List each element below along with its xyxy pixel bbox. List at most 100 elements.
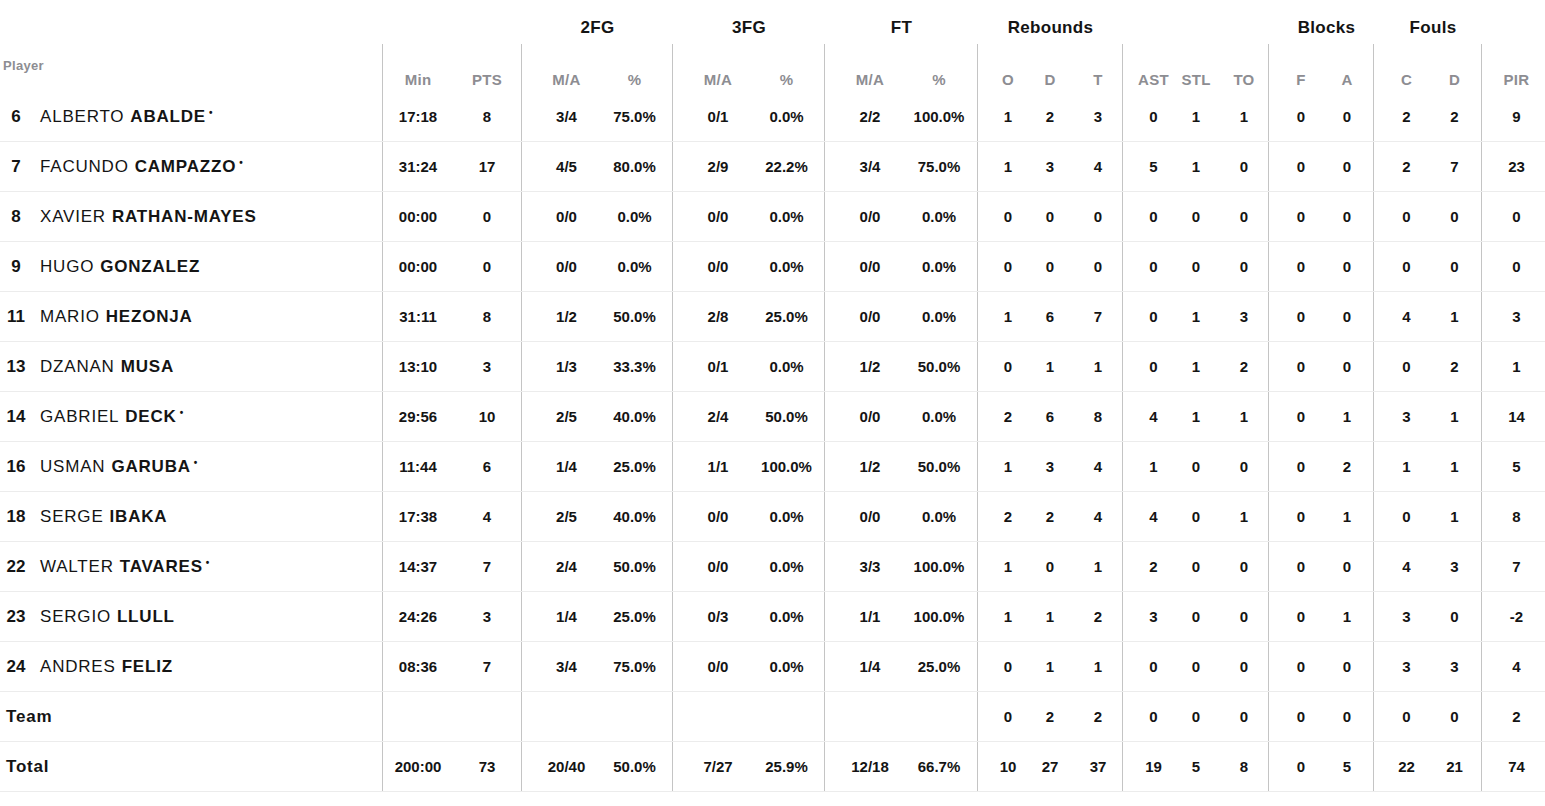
player-cell[interactable]: 7 FACUNDO CAMPAZZO • [0, 142, 383, 191]
player-last-name: MUSA [121, 357, 174, 377]
stat-reb-def: 0 [1026, 192, 1074, 241]
player-cell: Team [0, 692, 383, 741]
stat-fouls-drawn: 21 [1428, 742, 1482, 791]
stat-reb-total: 0 [1074, 242, 1123, 291]
player-first-name: USMAN [40, 457, 105, 477]
stat-2fg-pct: 40.0% [597, 392, 673, 441]
stat-reb-total: 1 [1074, 642, 1123, 691]
stat-3fg-pct: 0.0% [749, 92, 825, 141]
player-cell[interactable]: 8 XAVIER RATHAN-MAYES [0, 192, 383, 241]
stat-reb-total: 4 [1074, 442, 1123, 491]
player-cell[interactable]: 11 MARIO HEZONJA [0, 292, 383, 341]
stat-reb-total: 1 [1074, 342, 1123, 391]
starter-marker-icon: • [206, 558, 210, 568]
stat-blocks-favour: 0 [1269, 242, 1321, 291]
stat-pts: 10 [453, 392, 522, 441]
player-name: SERGE IBAKA [30, 507, 167, 527]
summary-row-label: Total [6, 757, 49, 777]
stat-reb-def: 3 [1026, 142, 1074, 191]
table-row: 16 USMAN GARUBA • 11:44 6 1/4 25.0% 1/1 … [0, 442, 1545, 492]
table-row: 11 MARIO HEZONJA 31:11 8 1/2 50.0% 2/8 2… [0, 292, 1545, 342]
stat-reb-off: 1 [978, 92, 1026, 141]
stat-min: 31:24 [383, 142, 453, 191]
stat-stl: 0 [1172, 492, 1220, 541]
player-number: 18 [2, 507, 30, 527]
stat-2fg-ma: 4/5 [522, 142, 597, 191]
col-header-player: Player [0, 44, 383, 92]
stat-fouls-committed: 1 [1374, 442, 1428, 491]
player-last-name: ABALDE [130, 107, 206, 127]
stat-ft-pct: 75.0% [901, 142, 978, 191]
stat-2fg-pct: 0.0% [597, 242, 673, 291]
player-cell: Total [0, 742, 383, 791]
player-name: WALTER TAVARES • [30, 557, 209, 577]
col-header-ast: AST [1123, 44, 1172, 92]
stat-blocks-against: 0 [1321, 342, 1374, 391]
stat-stl: 5 [1172, 742, 1220, 791]
player-last-name: HEZONJA [106, 307, 193, 327]
stat-pts: 0 [453, 242, 522, 291]
player-cell[interactable]: 13 DZANAN MUSA [0, 342, 383, 391]
stat-stl: 0 [1172, 542, 1220, 591]
stat-reb-def: 6 [1026, 392, 1074, 441]
stat-blocks-favour: 0 [1269, 742, 1321, 791]
stat-reb-total: 4 [1074, 142, 1123, 191]
stat-min: 13:10 [383, 342, 453, 391]
player-first-name: DZANAN [40, 357, 115, 377]
starter-marker-icon: • [209, 108, 213, 118]
player-first-name: GABRIEL [40, 407, 119, 427]
stat-fouls-committed: 0 [1374, 492, 1428, 541]
stat-ft-pct: 0.0% [901, 492, 978, 541]
player-cell[interactable]: 16 USMAN GARUBA • [0, 442, 383, 491]
stat-fouls-committed: 0 [1374, 192, 1428, 241]
player-number: 9 [2, 257, 30, 277]
stat-ft-ma: 3/4 [825, 142, 901, 191]
stat-ft-pct: 25.0% [901, 642, 978, 691]
player-cell[interactable]: 24 ANDRES FELIZ [0, 642, 383, 691]
player-cell[interactable]: 23 SERGIO LLULL [0, 592, 383, 641]
col-header-blocks-favour: F [1269, 44, 1321, 92]
stat-to: 1 [1220, 92, 1269, 141]
stat-ft-pct [901, 692, 978, 741]
player-last-name: IBAKA [110, 507, 168, 527]
player-cell[interactable]: 18 SERGE IBAKA [0, 492, 383, 541]
stat-3fg-ma: 2/9 [673, 142, 749, 191]
player-cell[interactable]: 9 HUGO GONZALEZ [0, 242, 383, 291]
stat-2fg-ma: 2/4 [522, 542, 597, 591]
stat-2fg-pct: 50.0% [597, 292, 673, 341]
stat-reb-def: 0 [1026, 542, 1074, 591]
stat-blocks-favour: 0 [1269, 492, 1321, 541]
group-header-fouls: Fouls [1374, 18, 1482, 44]
table-row: 9 HUGO GONZALEZ 00:00 0 0/0 0.0% 0/0 0.0… [0, 242, 1545, 292]
stat-fouls-committed: 2 [1374, 142, 1428, 191]
stat-fouls-drawn: 1 [1428, 442, 1482, 491]
stat-2fg-pct: 50.0% [597, 542, 673, 591]
stat-ast: 19 [1123, 742, 1172, 791]
stat-3fg-ma: 0/1 [673, 342, 749, 391]
col-header-pir: PIR [1482, 44, 1545, 92]
stat-blocks-favour: 0 [1269, 392, 1321, 441]
player-last-name: GARUBA [111, 457, 190, 477]
stat-blocks-favour: 0 [1269, 342, 1321, 391]
stat-blocks-against: 0 [1321, 142, 1374, 191]
player-first-name: FACUNDO [40, 157, 129, 177]
stat-to: 0 [1220, 542, 1269, 591]
stat-reb-off: 10 [978, 742, 1026, 791]
stat-ast: 0 [1123, 292, 1172, 341]
stat-fouls-drawn: 2 [1428, 92, 1482, 141]
stat-2fg-ma: 0/0 [522, 242, 597, 291]
player-cell[interactable]: 6 ALBERTO ABALDE • [0, 92, 383, 141]
stat-2fg-pct: 25.0% [597, 442, 673, 491]
stat-blocks-favour: 0 [1269, 292, 1321, 341]
stat-3fg-pct: 0.0% [749, 492, 825, 541]
stat-blocks-favour: 0 [1269, 542, 1321, 591]
stat-2fg-pct: 80.0% [597, 142, 673, 191]
stat-stl: 0 [1172, 242, 1220, 291]
player-number: 14 [2, 407, 30, 427]
group-header-rebounds: Rebounds [978, 18, 1123, 44]
player-name: MARIO HEZONJA [30, 307, 193, 327]
stat-reb-def: 1 [1026, 592, 1074, 641]
stat-pir: 9 [1482, 92, 1545, 141]
player-cell[interactable]: 14 GABRIEL DECK • [0, 392, 383, 441]
player-cell[interactable]: 22 WALTER TAVARES • [0, 542, 383, 591]
